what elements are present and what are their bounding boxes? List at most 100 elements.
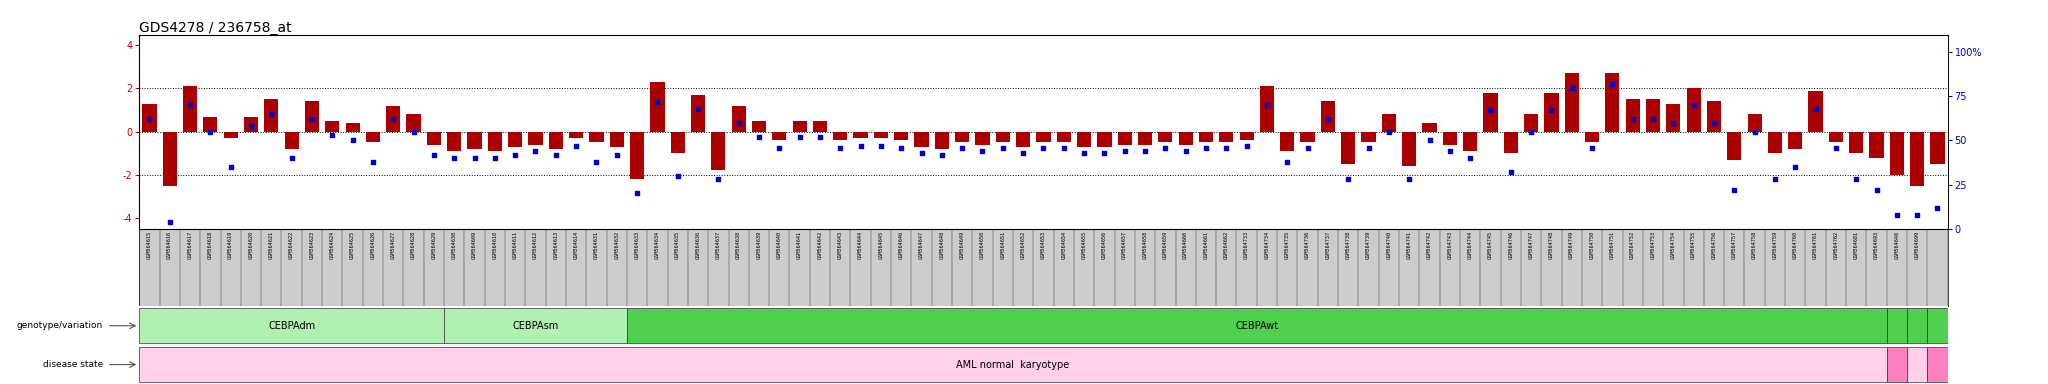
Text: GSM564648: GSM564648: [940, 231, 944, 259]
Text: GSM564628: GSM564628: [412, 231, 416, 259]
Text: GSM564638: GSM564638: [735, 231, 741, 259]
Text: GSM564644: GSM564644: [858, 231, 862, 259]
Bar: [1118, 132, 1133, 144]
Text: GSM564620: GSM564620: [248, 231, 254, 259]
Text: GSM564759: GSM564759: [1772, 231, 1778, 259]
Point: [600, 152, 633, 158]
Bar: [446, 132, 461, 151]
Bar: [203, 116, 217, 132]
Point: [662, 173, 694, 179]
Text: AML normal  karyotype: AML normal karyotype: [956, 359, 1069, 369]
Point: [1554, 84, 1587, 91]
Text: genotype/variation: genotype/variation: [16, 321, 102, 330]
Text: GSM564741: GSM564741: [1407, 231, 1411, 259]
Text: GSM564756: GSM564756: [1712, 231, 1716, 259]
Text: GSM564749: GSM564749: [1569, 231, 1575, 259]
Text: GSM564650: GSM564650: [981, 231, 985, 259]
Bar: [772, 132, 786, 140]
Point: [743, 134, 776, 140]
Bar: [1280, 132, 1294, 151]
Bar: [834, 132, 848, 140]
Point: [1210, 144, 1243, 151]
Text: GSM564632: GSM564632: [614, 231, 618, 259]
Bar: [528, 132, 543, 144]
Text: GSM564758: GSM564758: [1753, 231, 1757, 259]
Bar: [1077, 132, 1092, 147]
Point: [946, 144, 979, 151]
Bar: [793, 121, 807, 132]
Bar: [223, 132, 238, 138]
Point: [782, 134, 815, 140]
Point: [174, 102, 207, 108]
Point: [723, 120, 756, 126]
Bar: [1907, 347, 1927, 382]
Bar: [1260, 86, 1274, 132]
Point: [1067, 150, 1100, 156]
Text: GSM564750: GSM564750: [1589, 231, 1595, 259]
Bar: [467, 132, 481, 149]
Point: [1128, 148, 1161, 154]
Text: CEBPAwt: CEBPAwt: [1235, 321, 1278, 331]
Bar: [1524, 114, 1538, 132]
Text: GSM564757: GSM564757: [1733, 231, 1737, 259]
Point: [1677, 102, 1710, 108]
Text: GSM564735: GSM564735: [1284, 231, 1290, 259]
Point: [479, 155, 512, 161]
Text: GSM564699: GSM564699: [1915, 231, 1919, 259]
Point: [764, 144, 797, 151]
Text: GSM564651: GSM564651: [999, 231, 1006, 259]
Point: [926, 152, 958, 158]
Bar: [1927, 308, 1948, 343]
Text: GSM564762: GSM564762: [1833, 231, 1839, 259]
Bar: [854, 132, 868, 138]
Point: [1595, 81, 1628, 87]
Text: GSM564751: GSM564751: [1610, 231, 1616, 259]
Text: GSM564640: GSM564640: [776, 231, 782, 259]
Point: [1087, 150, 1120, 156]
Point: [702, 176, 735, 182]
Bar: [934, 132, 948, 149]
Text: GSM564622: GSM564622: [289, 231, 295, 259]
Point: [1495, 169, 1528, 175]
Point: [1819, 144, 1851, 151]
Text: GSM564747: GSM564747: [1528, 231, 1534, 259]
Point: [1839, 176, 1872, 182]
Bar: [1829, 132, 1843, 142]
Point: [195, 129, 227, 135]
Text: GSM564737: GSM564737: [1325, 231, 1331, 259]
Point: [1575, 144, 1608, 151]
Text: GSM564693: GSM564693: [1874, 231, 1878, 259]
Bar: [1585, 132, 1599, 142]
Point: [1454, 155, 1487, 161]
Bar: [141, 104, 156, 132]
Bar: [1321, 101, 1335, 132]
Text: GSM564681: GSM564681: [1853, 231, 1860, 259]
Bar: [162, 132, 176, 185]
Point: [1475, 108, 1507, 114]
Point: [1231, 143, 1264, 149]
Bar: [1565, 73, 1579, 132]
Text: GSM564752: GSM564752: [1630, 231, 1634, 259]
Text: GSM564627: GSM564627: [391, 231, 395, 259]
Point: [1026, 144, 1061, 151]
Point: [1434, 148, 1466, 154]
Point: [1616, 116, 1649, 122]
Text: CEBPAsm: CEBPAsm: [512, 321, 559, 331]
Text: GSM564634: GSM564634: [655, 231, 659, 259]
Point: [1636, 116, 1669, 122]
Bar: [1442, 132, 1456, 144]
Point: [1860, 187, 1892, 193]
Text: GSM564733: GSM564733: [1243, 231, 1249, 259]
Text: GSM564637: GSM564637: [717, 231, 721, 259]
Bar: [631, 132, 645, 179]
Bar: [874, 132, 889, 138]
Point: [864, 143, 897, 149]
Text: GSM564746: GSM564746: [1507, 231, 1513, 259]
Bar: [1483, 93, 1497, 132]
Bar: [975, 132, 989, 144]
Bar: [1688, 88, 1700, 132]
Text: GSM564646: GSM564646: [1894, 231, 1898, 259]
Text: GSM564657: GSM564657: [1122, 231, 1126, 259]
Point: [254, 111, 287, 117]
Text: GDS4278 / 236758_at: GDS4278 / 236758_at: [139, 21, 293, 35]
